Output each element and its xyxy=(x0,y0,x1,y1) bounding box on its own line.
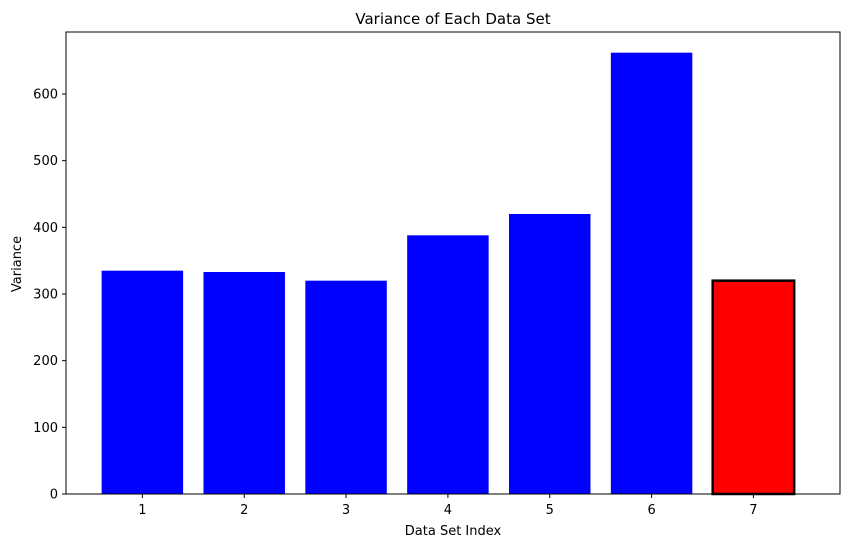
bar-6 xyxy=(610,52,693,495)
plot-area: 1 2 3 4 5 6 7 0 100 200 300 400 500 600 xyxy=(33,31,841,518)
y-tick-label: 500 xyxy=(33,154,58,169)
chart-title: Variance of Each Data Set xyxy=(355,10,550,28)
y-tick-label: 300 xyxy=(33,288,58,303)
bar-4 xyxy=(407,235,489,495)
x-tick-label: 4 xyxy=(444,503,452,518)
bar-5 xyxy=(509,214,591,494)
bar-3 xyxy=(305,280,387,494)
x-tick-label: 6 xyxy=(647,503,655,518)
y-tick-label: 100 xyxy=(33,421,58,436)
bar-2 xyxy=(203,272,285,494)
y-tick-label: 600 xyxy=(33,88,58,103)
bar-7 xyxy=(711,279,796,496)
x-tick-label: 2 xyxy=(240,503,248,518)
plot-frame xyxy=(65,31,841,495)
x-tick-label: 1 xyxy=(138,503,146,518)
x-tick-label: 3 xyxy=(342,503,350,518)
bar-1 xyxy=(101,270,184,494)
y-axis-label: Variance xyxy=(10,236,25,292)
x-axis-label: Data Set Index xyxy=(405,524,502,539)
y-tick-label: 400 xyxy=(33,221,58,236)
x-tick-label: 7 xyxy=(749,503,757,518)
y-tick-label: 200 xyxy=(33,354,58,369)
y-tick-label: 0 xyxy=(50,488,58,503)
x-tick-label: 5 xyxy=(546,503,554,518)
